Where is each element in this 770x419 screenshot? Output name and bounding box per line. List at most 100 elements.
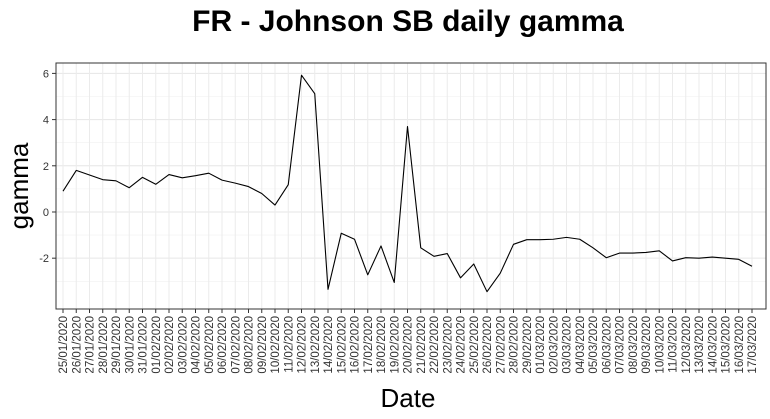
chart-title: FR - Johnson SB daily gamma	[192, 5, 624, 38]
data-point	[62, 191, 63, 192]
x-tick-label: 16/03/2020	[734, 316, 746, 374]
y-axis-title: gamma	[4, 142, 34, 229]
data-point	[76, 170, 77, 171]
data-point	[566, 237, 567, 238]
x-tick-label: 15/02/2020	[336, 316, 348, 374]
x-tick-label: 17/02/2020	[363, 316, 375, 374]
x-tick-label: 30/01/2020	[124, 316, 136, 374]
y-tick-label: 2	[43, 161, 49, 173]
data-point	[672, 260, 673, 261]
x-tick-label: 08/03/2020	[628, 316, 640, 374]
x-axis-title: Date	[381, 383, 436, 413]
y-tick-label: -2	[39, 253, 49, 265]
minor-gridlines	[56, 96, 766, 282]
x-tick-label: 10/03/2020	[654, 316, 666, 374]
x-tick-label: 27/02/2020	[495, 316, 507, 374]
data-point	[407, 126, 408, 127]
x-tick-label: 21/02/2020	[416, 316, 428, 374]
x-tick-label: 13/02/2020	[310, 316, 322, 374]
data-point	[526, 239, 527, 240]
data-point	[168, 174, 169, 175]
x-tick-label: 25/01/2020	[58, 316, 70, 374]
data-point	[486, 291, 487, 292]
data-point	[513, 244, 514, 245]
x-tick-label: 28/01/2020	[98, 316, 110, 374]
x-tick-label: 22/02/2020	[429, 316, 441, 374]
data-point	[500, 273, 501, 274]
data-point	[619, 253, 620, 254]
data-point	[301, 75, 302, 76]
y-axis: -2 0 2 4 6	[39, 68, 56, 265]
data-point	[539, 239, 540, 240]
major-gridlines	[56, 63, 766, 309]
data-point	[235, 183, 236, 184]
data-point	[288, 184, 289, 185]
data-point	[751, 266, 752, 267]
x-tick-label: 29/02/2020	[522, 316, 534, 374]
data-point	[553, 239, 554, 240]
x-tick-label: 06/03/2020	[601, 316, 613, 374]
data-point	[632, 253, 633, 254]
x-tick-label: 11/03/2020	[668, 316, 680, 373]
data-point	[327, 289, 328, 290]
data-point	[155, 184, 156, 185]
plot-border	[55, 62, 767, 310]
x-tick-label: 04/02/2020	[191, 316, 203, 374]
x-tick-label: 05/02/2020	[204, 316, 216, 374]
plot-panel	[56, 63, 766, 309]
x-tick-label: 28/02/2020	[509, 316, 521, 374]
x-tick-label: 14/03/2020	[707, 316, 719, 374]
data-point	[685, 257, 686, 258]
x-tick-label: 16/02/2020	[350, 316, 362, 374]
x-tick-label: 03/03/2020	[562, 316, 574, 374]
x-tick-label: 15/03/2020	[721, 316, 733, 374]
data-point	[473, 263, 474, 264]
data-point	[274, 204, 275, 205]
data-point	[420, 247, 421, 248]
data-point	[712, 256, 713, 257]
data-point	[606, 257, 607, 258]
x-tick-label: 03/02/2020	[177, 316, 189, 374]
x-tick-label: 06/02/2020	[217, 316, 229, 374]
data-point	[460, 277, 461, 278]
x-tick-label: 31/01/2020	[138, 316, 150, 374]
data-point	[341, 233, 342, 234]
x-tick-label: 04/03/2020	[575, 316, 587, 374]
x-tick-label: 09/02/2020	[257, 316, 269, 374]
data-point	[89, 174, 90, 175]
x-tick-label: 07/03/2020	[615, 316, 627, 374]
x-tick-label: 27/01/2020	[85, 316, 97, 374]
x-tick-label: 12/03/2020	[681, 316, 693, 374]
x-tick-label: 13/03/2020	[694, 316, 706, 374]
data-point	[645, 252, 646, 253]
data-point	[354, 239, 355, 240]
data-point	[195, 175, 196, 176]
data-point	[433, 256, 434, 257]
y-tick-label: 0	[43, 207, 49, 219]
data-point	[102, 179, 103, 180]
data-point	[659, 250, 660, 251]
x-tick-label: 14/02/2020	[323, 316, 335, 374]
data-point	[182, 177, 183, 178]
x-tick-label: 01/02/2020	[151, 316, 163, 374]
data-point	[592, 247, 593, 248]
data-point	[208, 173, 209, 174]
x-tick-label: 20/02/2020	[403, 316, 415, 374]
x-tick-label: 26/01/2020	[71, 316, 83, 374]
data-point	[738, 259, 739, 260]
x-tick-label: 17/03/2020	[747, 316, 759, 374]
x-tick-label: 23/02/2020	[442, 316, 454, 374]
data-point	[698, 258, 699, 259]
y-tick-label: 4	[43, 115, 49, 127]
x-tick-label: 07/02/2020	[230, 316, 242, 374]
data-point	[129, 187, 130, 188]
gamma-series-line	[62, 74, 753, 293]
x-tick-label: 02/03/2020	[548, 316, 560, 374]
x-tick-label: 26/02/2020	[482, 316, 494, 374]
data-point	[380, 245, 381, 246]
data-point	[142, 177, 143, 178]
data-point	[115, 180, 116, 181]
data-point	[314, 93, 315, 94]
y-tick-label: 6	[43, 68, 49, 80]
